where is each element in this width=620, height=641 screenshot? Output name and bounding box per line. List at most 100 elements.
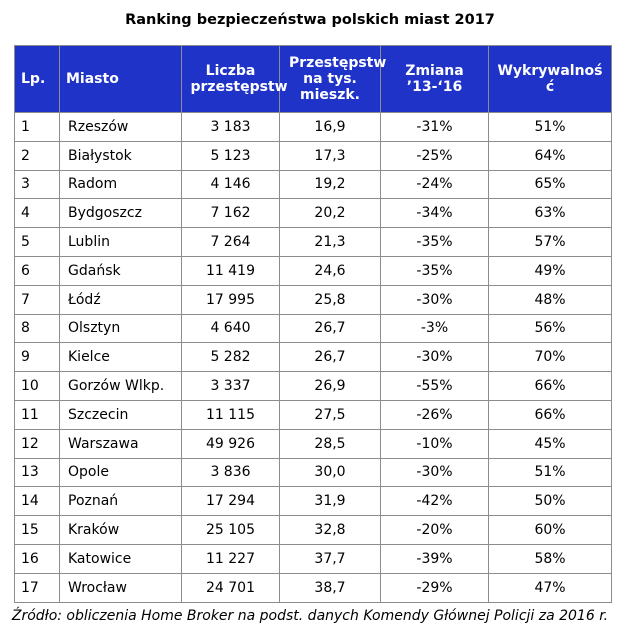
cell-lp: 13: [14, 457, 60, 488]
table-row: 16 Katowice 11 227 37,7 -39% 58%: [14, 543, 612, 574]
cell-wykrywalnosc: 60%: [488, 515, 612, 545]
cell-zmiana: -39%: [380, 543, 489, 574]
cell-na-tys: 28,5: [279, 428, 381, 459]
cell-zmiana: -29%: [380, 572, 489, 603]
cell-miasto: Bydgoszcz: [59, 198, 182, 229]
cell-na-tys: 37,7: [279, 543, 381, 574]
table-row: 8 Olsztyn 4 640 26,7 -3% 56%: [14, 313, 612, 344]
cell-wykrywalnosc: 63%: [488, 198, 612, 229]
cell-wykrywalnosc: 56%: [488, 313, 612, 344]
cell-zmiana: -42%: [380, 486, 489, 517]
cell-liczba: 4 146: [181, 169, 280, 200]
table-row: 5 Lublin 7 264 21,3 -35% 57%: [14, 227, 612, 257]
cell-lp: 7: [14, 284, 60, 315]
cell-wykrywalnosc: 50%: [488, 486, 612, 517]
source-note: Źródło: obliczenia Home Broker na podst.…: [11, 608, 609, 624]
cell-liczba: 24 701: [181, 572, 280, 603]
cell-lp: 14: [14, 486, 60, 517]
cell-miasto: Wrocław: [59, 572, 182, 603]
cell-miasto: Olsztyn: [59, 313, 182, 344]
cell-miasto: Radom: [59, 169, 182, 200]
table-row: 9 Kielce 5 282 26,7 -30% 70%: [14, 342, 612, 373]
cell-liczba: 5 123: [181, 140, 280, 171]
table-row: 4 Bydgoszcz 7 162 20,2 -34% 63%: [14, 198, 612, 229]
cell-miasto: Poznań: [59, 486, 182, 517]
table-row: 11 Szczecin 11 115 27,5 -26% 66%: [14, 399, 612, 430]
cell-wykrywalnosc: 58%: [488, 543, 612, 574]
cell-lp: 16: [14, 543, 60, 574]
table-body: 1 Rzeszów 3 183 16,9 -31% 51% 2 Białystok 5 123 1…: [14, 112, 612, 603]
cell-zmiana: -30%: [380, 342, 489, 373]
cell-zmiana: -24%: [380, 169, 489, 200]
table-row: 6 Gdańsk 11 419 24,6 -35% 49%: [14, 255, 612, 286]
cell-wykrywalnosc: 57%: [488, 227, 612, 257]
cell-lp: 3: [14, 169, 60, 200]
cell-miasto: Lublin: [59, 227, 182, 257]
cell-na-tys: 31,9: [279, 486, 381, 517]
table-row: 13 Opole 3 836 30,0 -30% 51%: [14, 457, 612, 488]
cell-liczba: 25 105: [181, 515, 280, 545]
cell-na-tys: 26,9: [279, 371, 381, 401]
header-na-tys: Przestępstw na tys. mieszk.: [279, 45, 386, 113]
header-liczba: Liczba przestępstw: [181, 45, 288, 113]
cell-miasto: Katowice: [59, 543, 182, 574]
cell-na-tys: 21,3: [279, 227, 381, 257]
cell-zmiana: -10%: [380, 428, 489, 459]
cell-na-tys: 30,0: [279, 457, 381, 488]
cell-lp: 4: [14, 198, 60, 229]
cell-wykrywalnosc: 51%: [488, 112, 612, 142]
header-liczba-text: Liczba przestępstw: [190, 63, 288, 95]
cell-zmiana: -35%: [380, 227, 489, 257]
cell-lp: 15: [14, 515, 60, 545]
table-row: 17 Wrocław 24 701 38,7 -29% 47%: [14, 572, 612, 603]
cell-liczba: 11 115: [181, 399, 280, 430]
cell-wykrywalnosc: 66%: [488, 371, 612, 401]
table-title: Ranking bezpieczeństwa polskich miast 20…: [125, 12, 495, 28]
cell-na-tys: 20,2: [279, 198, 381, 229]
cell-na-tys: 26,7: [279, 342, 381, 373]
cell-liczba: 7 162: [181, 198, 280, 229]
header-lp: Lp.: [14, 45, 60, 113]
cell-wykrywalnosc: 45%: [488, 428, 612, 459]
cell-liczba: 3 183: [181, 112, 280, 142]
cell-zmiana: -20%: [380, 515, 489, 545]
cell-na-tys: 24,6: [279, 255, 381, 286]
cell-lp: 17: [14, 572, 60, 603]
cell-na-tys: 38,7: [279, 572, 381, 603]
table-row: 2 Białystok 5 123 17,3 -25% 64%: [14, 140, 612, 171]
header-wykrywalnosc: Wykrywalność: [488, 45, 612, 113]
cell-liczba: 11 227: [181, 543, 280, 574]
cell-miasto: Łódź: [59, 284, 182, 315]
cell-zmiana: -25%: [380, 140, 489, 171]
cell-zmiana: -26%: [380, 399, 489, 430]
cell-zmiana: -35%: [380, 255, 489, 286]
cell-lp: 8: [14, 313, 60, 344]
cell-zmiana: -30%: [380, 284, 489, 315]
cell-zmiana: -31%: [380, 112, 489, 142]
cell-liczba: 3 337: [181, 371, 280, 401]
cell-miasto: Warszawa: [59, 428, 182, 459]
cell-liczba: 4 640: [181, 313, 280, 344]
cell-miasto: Rzeszów: [59, 112, 182, 142]
cell-liczba: 17 995: [181, 284, 280, 315]
cell-zmiana: -34%: [380, 198, 489, 229]
table-row: 7 Łódź 17 995 25,8 -30% 48%: [14, 284, 612, 315]
header-wykrywalnosc-text: Wykrywalność: [497, 63, 603, 95]
cell-wykrywalnosc: 51%: [488, 457, 612, 488]
header-miasto: Miasto: [59, 45, 182, 113]
table-row: 12 Warszawa 49 926 28,5 -10% 45%: [14, 428, 612, 459]
cell-na-tys: 17,3: [279, 140, 381, 171]
cell-liczba: 5 282: [181, 342, 280, 373]
cell-miasto: Kraków: [59, 515, 182, 545]
cell-na-tys: 19,2: [279, 169, 381, 200]
cell-liczba: 49 926: [181, 428, 280, 459]
cell-miasto: Szczecin: [59, 399, 182, 430]
cell-lp: 6: [14, 255, 60, 286]
header-row: Lp. Miasto Liczba przestępstw Przestępst…: [14, 45, 612, 113]
cell-na-tys: 26,7: [279, 313, 381, 344]
table-row: 1 Rzeszów 3 183 16,9 -31% 51%: [14, 112, 612, 142]
cell-lp: 12: [14, 428, 60, 459]
cell-wykrywalnosc: 65%: [488, 169, 612, 200]
cell-lp: 10: [14, 371, 60, 401]
